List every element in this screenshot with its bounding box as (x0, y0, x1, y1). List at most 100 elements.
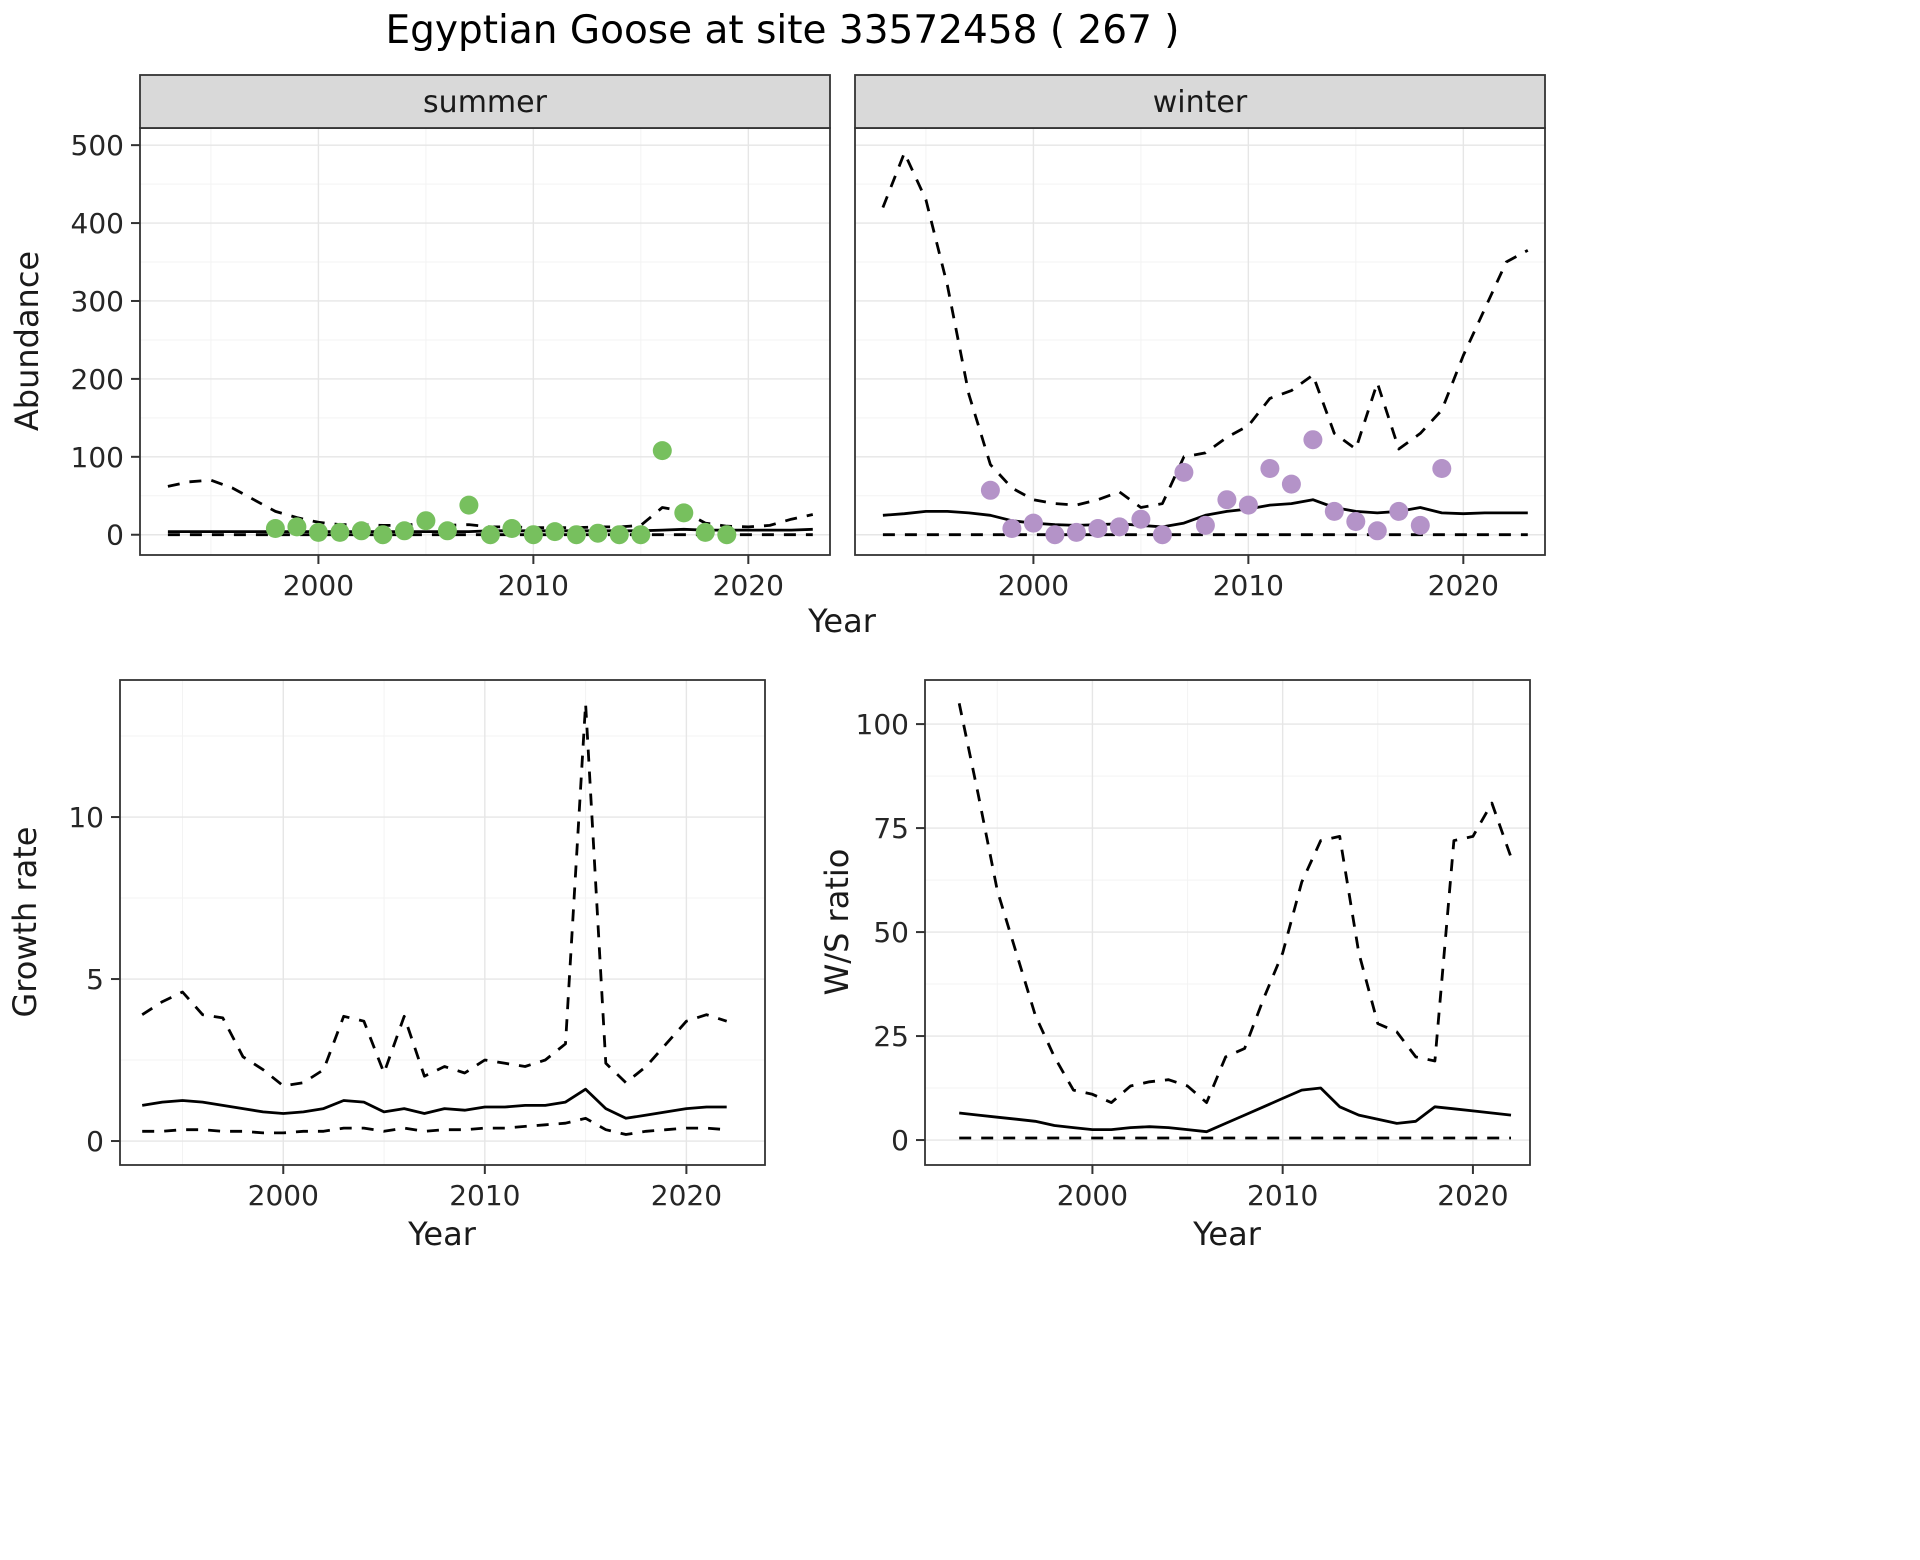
data-point (1324, 501, 1344, 521)
data-point (717, 525, 737, 545)
x-tick-label: 2010 (1213, 569, 1284, 602)
panel-growth_rate: 2000 2010 2020 0 5 10 (68, 679, 766, 1212)
y-tick-label: 75 (873, 812, 909, 845)
growth_rate-fit-line (141, 1087, 727, 1120)
facet-strip (854, 74, 1546, 129)
y-tick-label: 5 (86, 963, 104, 996)
x-tick-label: 2000 (248, 1179, 319, 1212)
ws-ratio-axis-title: W/S ratio (818, 849, 856, 996)
chart-title: Egyptian Goose at site 33572458 ( 267 ) (385, 8, 1180, 53)
facet-label: winter (1153, 85, 1248, 120)
y-tick-label: 500 (71, 129, 124, 162)
x-tick-label: 2000 (998, 569, 1069, 602)
x-tick-label: 2000 (1057, 1179, 1128, 1212)
x-tick-label: 2020 (1428, 569, 1499, 602)
data-point (1152, 525, 1172, 545)
data-point (394, 521, 414, 541)
x-tick-label: 2020 (651, 1179, 722, 1212)
data-point (652, 441, 672, 461)
gridlines (855, 128, 1545, 555)
gridlines (120, 680, 765, 1165)
data-point (1109, 517, 1129, 537)
growth_rate-upper_ci-line (141, 702, 728, 1088)
data-point (1066, 522, 1086, 542)
data-point (459, 495, 479, 515)
gridlines (925, 680, 1530, 1165)
y-tick-label: 100 (856, 708, 909, 741)
data-point (1238, 495, 1258, 515)
panel-background (855, 128, 1545, 555)
data-point (373, 525, 393, 545)
y-tick-label: 0 (891, 1124, 909, 1157)
growth-rate-axis-title: Growth rate (6, 827, 44, 1018)
abundance_summer-observed-points (265, 441, 737, 545)
data-point (480, 525, 500, 545)
data-point (1281, 474, 1301, 494)
facet-strip (139, 74, 831, 129)
gridlines (140, 128, 830, 555)
y-tick-label: 300 (71, 285, 124, 318)
data-point (1195, 515, 1215, 535)
growth-year-axis-title: Year (407, 1215, 477, 1253)
facet-label: summer (423, 85, 548, 120)
abundance-axis-title: Abundance (8, 251, 46, 431)
panel-ws_ratio: 2000 2010 2020 0 25 50 75 100 (856, 679, 1531, 1212)
data-point (1367, 521, 1387, 541)
data-point (351, 521, 371, 541)
data-point (416, 511, 436, 531)
x-tick-label: 2000 (283, 569, 354, 602)
data-point (265, 519, 285, 538)
data-point (609, 525, 629, 545)
x-tick-label: 2010 (1247, 1179, 1318, 1212)
panel-background (925, 680, 1530, 1165)
abundance_winter-observed-points (980, 430, 1452, 545)
data-point (1023, 513, 1043, 533)
data-point (1217, 490, 1237, 510)
y-tick-label: 0 (86, 1125, 104, 1158)
data-point (287, 517, 307, 537)
data-point (1260, 459, 1280, 478)
y-tick-label: 25 (873, 1020, 909, 1053)
y-tick-label: 400 (71, 207, 124, 240)
data-point (695, 522, 715, 542)
y-tick-label: 200 (71, 363, 124, 396)
data-point (674, 503, 694, 523)
data-point (1346, 512, 1366, 531)
axis-ticks: 2000 2010 2020 0 5 10 (68, 801, 722, 1212)
y-tick-label: 100 (71, 441, 124, 474)
abundance_winter-upper_ci-line (881, 151, 1529, 509)
data-point (1002, 519, 1022, 538)
ws_ratio-upper_ci-line (957, 703, 1513, 1104)
x-tick-label: 2020 (1437, 1179, 1508, 1212)
top-year-axis-title: Year (807, 602, 877, 640)
x-tick-label: 2020 (713, 569, 784, 602)
axis-ticks: 2000 2010 2020 (998, 555, 1499, 602)
data-point (1045, 525, 1065, 545)
data-point (330, 522, 350, 542)
data-point (308, 522, 328, 542)
data-point (588, 523, 608, 543)
y-tick-label: 10 (68, 801, 104, 834)
data-point (545, 522, 565, 542)
y-tick-label: 0 (106, 519, 124, 552)
data-point (980, 480, 1000, 500)
ws-year-axis-title: Year (1192, 1215, 1262, 1253)
panel-abundance_summer: summer 2000 2010 2020 0 100 200 300 400 500 (71, 74, 831, 602)
panel-abundance_winter: winter 2000 2010 2020 (854, 74, 1546, 602)
data-point (523, 525, 543, 545)
data-point (1174, 462, 1194, 482)
growth_rate-lower_ci-line (142, 1116, 727, 1136)
axis-ticks: 2000 2010 2020 0 25 50 75 100 (856, 708, 1509, 1212)
data-point (1410, 515, 1430, 535)
data-point (1432, 459, 1452, 478)
x-tick-label: 2010 (449, 1179, 520, 1212)
abundance_winter-fit-line (882, 498, 1528, 529)
panel-border (924, 679, 1531, 1166)
data-point (1131, 509, 1151, 529)
data-point (1389, 501, 1409, 521)
data-point (631, 525, 651, 545)
panel-background (140, 128, 830, 555)
data-point (437, 521, 457, 541)
axis-ticks: 2000 2010 2020 0 100 200 300 400 500 (71, 129, 784, 602)
